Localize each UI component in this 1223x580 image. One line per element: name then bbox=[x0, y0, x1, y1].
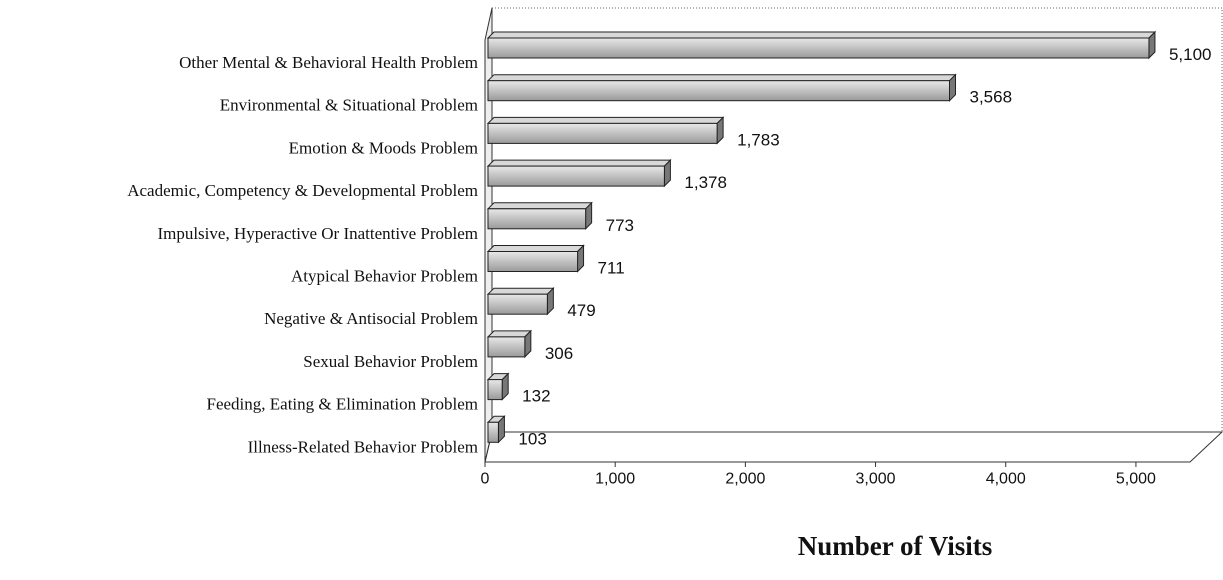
axis-title: Number of Visits bbox=[798, 531, 993, 561]
x-tick-label: 3,000 bbox=[856, 470, 896, 487]
back-wall bbox=[491, 7, 1223, 433]
value-label: 1,783 bbox=[737, 130, 780, 149]
value-label: 103 bbox=[518, 429, 546, 448]
category-label: Other Mental & Behavioral Health Problem bbox=[179, 53, 478, 72]
bar bbox=[487, 379, 503, 401]
bar bbox=[487, 80, 951, 102]
value-label: 132 bbox=[522, 387, 550, 406]
bar-top bbox=[486, 287, 555, 295]
x-tick-label: 4,000 bbox=[986, 470, 1026, 487]
bar bbox=[487, 37, 1150, 59]
bar bbox=[487, 165, 665, 187]
value-label: 711 bbox=[598, 259, 625, 278]
bar bbox=[487, 251, 579, 272]
value-label: 3,568 bbox=[970, 88, 1013, 107]
category-label: Negative & Antisocial Problem bbox=[264, 309, 478, 328]
bar-top bbox=[486, 159, 672, 167]
bar-top bbox=[486, 116, 725, 124]
bar-top bbox=[486, 202, 593, 210]
bar bbox=[487, 336, 526, 358]
category-label: Illness-Related Behavior Problem bbox=[248, 437, 478, 456]
bar bbox=[487, 208, 587, 230]
bar-top bbox=[486, 74, 957, 82]
x-tick-label: 1,000 bbox=[595, 470, 635, 487]
category-label: Atypical Behavior Problem bbox=[291, 267, 478, 286]
value-label: 1,378 bbox=[684, 173, 727, 192]
bar-top bbox=[486, 330, 533, 338]
value-label: 5,100 bbox=[1169, 45, 1212, 64]
bar-top bbox=[486, 245, 585, 252]
category-label: Academic, Competency & Developmental Pro… bbox=[127, 181, 478, 200]
bar bbox=[487, 293, 548, 315]
category-label: Impulsive, Hyperactive Or Inattentive Pr… bbox=[157, 224, 478, 243]
bar-top bbox=[486, 31, 1157, 39]
x-tick-label: 0 bbox=[481, 470, 490, 487]
bar bbox=[487, 421, 499, 443]
value-label: 479 bbox=[567, 301, 595, 320]
x-tick-label: 5,000 bbox=[1116, 470, 1156, 487]
value-label: 773 bbox=[606, 216, 634, 235]
value-label: 306 bbox=[545, 344, 573, 363]
category-label: Feeding, Eating & Elimination Problem bbox=[207, 395, 479, 414]
bar bbox=[487, 122, 718, 144]
category-label: Emotion & Moods Problem bbox=[289, 138, 478, 157]
x-tick-label: 2,000 bbox=[725, 470, 765, 487]
category-label: Environmental & Situational Problem bbox=[220, 96, 478, 115]
category-label: Sexual Behavior Problem bbox=[303, 352, 478, 371]
floor bbox=[484, 431, 1223, 463]
